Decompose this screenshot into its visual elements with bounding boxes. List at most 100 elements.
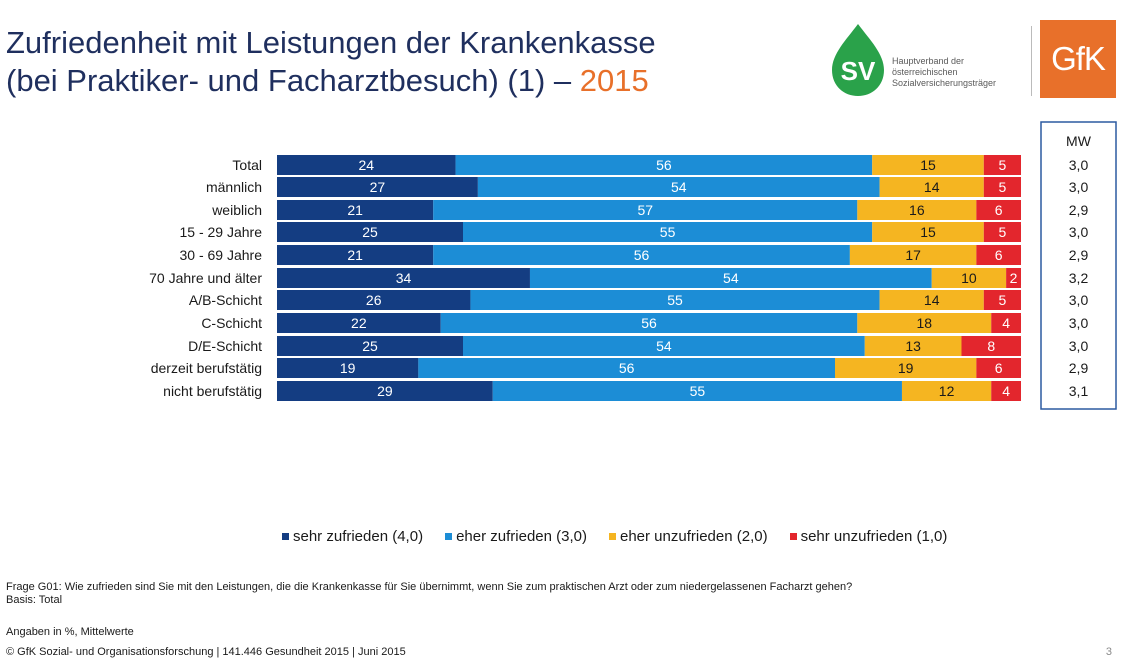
title-line-2: (bei Praktiker- und Facharztbesuch) (1) … <box>6 63 580 98</box>
legend-item-sehr-zufrieden: sehr zufrieden (4,0) <box>282 528 423 545</box>
sv-logo-line: österreichischen <box>892 67 958 77</box>
category-label: Total <box>232 157 262 173</box>
data-label: 10 <box>961 270 977 286</box>
bar-segment <box>277 155 456 175</box>
category-label: 70 Jahre und älter <box>149 270 262 286</box>
data-label: 5 <box>999 179 1007 195</box>
mw-value: 2,9 <box>1069 247 1089 263</box>
mw-value: 2,9 <box>1069 202 1089 218</box>
chart-legend: sehr zufrieden (4,0) eher zufrieden (3,0… <box>282 528 947 545</box>
mw-value: 3,0 <box>1069 157 1089 173</box>
legend-item-eher-unzufrieden: eher unzufrieden (2,0) <box>608 528 768 545</box>
data-label: 56 <box>634 247 650 263</box>
mw-value: 3,0 <box>1069 315 1089 331</box>
mw-value: 3,0 <box>1069 338 1089 354</box>
bar-segment <box>433 245 850 265</box>
gfk-logo: GfK <box>1040 20 1116 98</box>
bar-segment <box>418 358 835 378</box>
bar-segment <box>492 381 902 401</box>
data-label: 13 <box>905 338 921 354</box>
bar-segment <box>277 222 463 242</box>
bar-segment <box>277 200 434 220</box>
bar-segment <box>835 358 977 378</box>
mw-value: 3,0 <box>1069 224 1089 240</box>
bar-segment <box>463 222 873 242</box>
bar-segment <box>277 336 463 356</box>
sv-logo-line: Sozialversicherungsträger <box>892 78 997 88</box>
data-label: 25 <box>362 224 378 240</box>
sv-leaf-icon: SV <box>832 24 884 96</box>
bar-segment <box>277 290 471 310</box>
sv-logo-text: Hauptverband der österreichischen Sozial… <box>892 56 996 89</box>
bar-segment <box>976 358 1021 378</box>
units-text: Angaben in %, Mittelwerte <box>6 626 134 638</box>
bar-segment <box>277 313 441 333</box>
bar-segment <box>277 268 530 288</box>
data-label: 15 <box>920 157 936 173</box>
bar-segment <box>277 177 478 197</box>
mw-header: MW <box>1066 133 1092 149</box>
basis-text: Basis: Total <box>6 594 63 606</box>
data-label: 14 <box>924 292 940 308</box>
data-label: 21 <box>347 247 363 263</box>
data-label: 22 <box>351 315 367 331</box>
bar-segment <box>991 381 1021 401</box>
category-label: D/E-Schicht <box>188 338 262 354</box>
bar-segment <box>440 313 858 333</box>
data-label: 25 <box>362 338 378 354</box>
data-label: 19 <box>898 360 914 376</box>
data-label: 14 <box>924 179 940 195</box>
category-label: C-Schicht <box>201 315 262 331</box>
page-title: Zufriedenheit mit Leistungen der Kranken… <box>6 24 656 100</box>
bar-segment <box>983 290 1021 310</box>
data-label: 12 <box>939 383 955 399</box>
copyright-text: © GfK Sozial- und Organisationsforschung… <box>6 646 406 658</box>
legend-swatch <box>789 533 797 540</box>
bar-segment <box>872 222 984 242</box>
data-label: 55 <box>660 224 676 240</box>
bar-segment <box>1006 268 1021 288</box>
data-label: 18 <box>916 315 932 331</box>
bar-segment <box>961 336 1021 356</box>
mw-box <box>1040 121 1117 410</box>
data-label: 4 <box>1002 383 1010 399</box>
data-label: 34 <box>396 270 412 286</box>
question-text: Frage G01: Wie zufrieden sind Sie mit de… <box>6 581 853 593</box>
bar-segment <box>455 155 873 175</box>
category-label: 30 - 69 Jahre <box>180 247 263 263</box>
bar-segment <box>433 200 858 220</box>
legend-item-eher-zufrieden: eher zufrieden (3,0) <box>445 528 587 545</box>
bar-segment <box>991 313 1021 333</box>
title-line-1: Zufriedenheit mit Leistungen der Kranken… <box>6 25 656 60</box>
bar-segment <box>477 177 880 197</box>
title-year: 2015 <box>579 63 649 98</box>
legend-label: eher unzufrieden (2,0) <box>619 528 768 545</box>
bar-segment <box>976 200 1021 220</box>
bar-segment <box>872 155 984 175</box>
data-label: 56 <box>656 157 672 173</box>
data-label: 15 <box>920 224 936 240</box>
data-label: 6 <box>995 360 1003 376</box>
data-label: 16 <box>909 202 925 218</box>
bar-segment <box>857 200 977 220</box>
bar-segment <box>529 268 932 288</box>
data-label: 27 <box>370 179 386 195</box>
category-label: weiblich <box>211 202 262 218</box>
data-label: 29 <box>377 383 393 399</box>
bar-segment <box>277 358 419 378</box>
legend-swatch <box>608 533 616 540</box>
data-label: 2 <box>1010 270 1018 286</box>
bar-segment <box>879 177 984 197</box>
page-number: 3 <box>1105 646 1112 658</box>
legend-label: sehr zufrieden (4,0) <box>293 528 424 545</box>
bar-segment <box>864 336 962 356</box>
legend-item-sehr-unzufrieden: sehr unzufrieden (1,0) <box>789 528 947 545</box>
data-label: 55 <box>667 292 683 308</box>
mw-value: 2,9 <box>1069 360 1089 376</box>
data-label: 57 <box>637 202 653 218</box>
category-label: 15 - 29 Jahre <box>180 224 263 240</box>
bar-segment <box>976 245 1021 265</box>
legend-label: eher zufrieden (3,0) <box>456 528 587 545</box>
data-label: 8 <box>987 338 995 354</box>
bar-segment <box>277 245 434 265</box>
